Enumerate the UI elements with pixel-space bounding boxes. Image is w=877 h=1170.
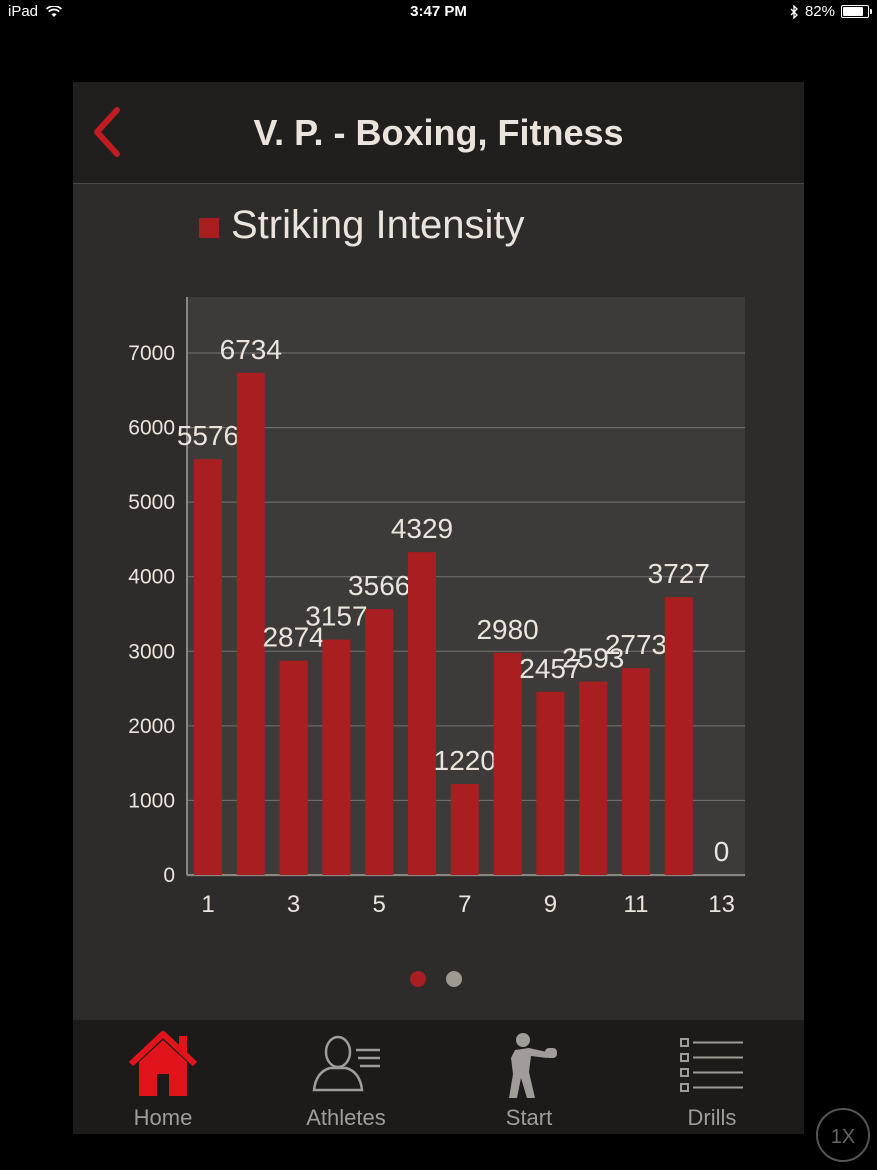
- page-title: V. P. - Boxing, Fitness: [253, 112, 624, 153]
- bar-value-label: 4329: [391, 513, 453, 544]
- wifi-icon: [46, 5, 63, 17]
- chart-legend: Striking Intensity: [199, 203, 524, 248]
- bar: [322, 639, 351, 875]
- x-tick-label: 3: [287, 891, 300, 918]
- bar: [194, 459, 222, 875]
- zoom-1x-button[interactable]: 1X: [816, 1108, 870, 1162]
- x-tick-label: 5: [373, 891, 386, 918]
- tab-start[interactable]: Start: [454, 1020, 604, 1134]
- tab-athletes[interactable]: Athletes: [271, 1020, 421, 1134]
- legend-swatch: [199, 217, 219, 238]
- x-tick-label: 11: [624, 891, 649, 918]
- tab-home-label: Home: [133, 1105, 193, 1130]
- device-name: iPad: [8, 3, 39, 20]
- bar: [622, 668, 650, 875]
- back-button[interactable]: [87, 106, 129, 158]
- bar-chart: 0 1000 2000 3000 4000 5000 6000 7000 5576 6734 287…: [128, 297, 745, 918]
- plot-area: [186, 297, 745, 877]
- tab-bar: Home Athletes Start: [73, 1020, 804, 1134]
- bar: [279, 660, 308, 875]
- nav-header: V. P. - Boxing, Fitness: [73, 82, 804, 184]
- y-tick-label: 2000: [128, 715, 175, 738]
- battery-icon: [841, 5, 872, 18]
- y-tick-label: 3000: [128, 640, 175, 663]
- app-window: V. P. - Boxing, Fitness Striking Intensi…: [73, 82, 804, 1134]
- y-tick-label: 6000: [128, 417, 175, 440]
- bar: [365, 609, 394, 875]
- bar-value-label: 2874: [262, 622, 324, 653]
- bar: [579, 681, 608, 875]
- bar: [408, 552, 436, 875]
- bar: [493, 652, 522, 875]
- page-indicator: [410, 971, 462, 987]
- y-tick-label: 0: [163, 864, 175, 887]
- x-tick-label: 13: [708, 891, 735, 918]
- bar-value-label: 1220: [434, 745, 496, 776]
- y-tick-label: 1000: [128, 789, 175, 812]
- y-tick-label: 4000: [128, 566, 175, 589]
- tab-home[interactable]: Home: [88, 1020, 238, 1134]
- bar-value-label: 3157: [305, 601, 367, 632]
- tab-drills-label: Drills: [687, 1105, 737, 1130]
- bar-value-label: 2980: [476, 614, 538, 645]
- athletes-icon: [312, 1035, 380, 1092]
- tab-athletes-label: Athletes: [306, 1105, 386, 1130]
- bar-value-label: 2457: [519, 653, 581, 684]
- tab-drills[interactable]: Drills: [637, 1020, 787, 1134]
- y-tick-label: 5000: [128, 491, 175, 514]
- bar-value-label: 2593: [562, 643, 624, 674]
- page-dot-2[interactable]: [446, 971, 462, 987]
- status-bar: iPad 3:47 PM 82%: [0, 0, 877, 26]
- chevron-left-icon: [94, 107, 120, 157]
- battery-percent: 82%: [804, 3, 835, 20]
- x-tick-label: 7: [458, 891, 471, 918]
- bar: [236, 372, 265, 875]
- x-tick-label: 1: [201, 891, 214, 918]
- bar: [664, 597, 693, 875]
- bar-value-label: 2773: [605, 629, 667, 660]
- bar-value-label: 0: [714, 836, 730, 867]
- legend-label: Striking Intensity: [231, 203, 525, 247]
- bar: [536, 691, 565, 875]
- y-tick-label: 7000: [128, 342, 175, 365]
- bar-value-label: 6734: [220, 334, 282, 365]
- bar: [450, 784, 479, 875]
- home-icon: [128, 1031, 198, 1096]
- x-tick-label: 9: [544, 891, 557, 918]
- boxer-icon: [509, 1033, 557, 1098]
- bar-value-label: 3727: [648, 558, 710, 589]
- bar-value-label: 3566: [348, 570, 410, 601]
- tab-start-label: Start: [505, 1105, 553, 1130]
- list-icon: [680, 1038, 743, 1092]
- status-time: 3:47 PM: [410, 3, 467, 20]
- bar-value-label: 5576: [177, 420, 239, 451]
- page-dot-1[interactable]: [410, 971, 426, 987]
- bluetooth-icon: [790, 4, 798, 19]
